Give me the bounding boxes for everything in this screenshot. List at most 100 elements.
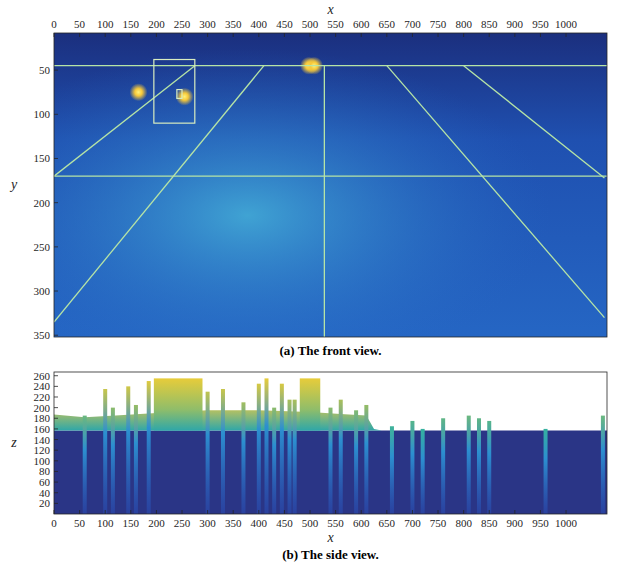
x-tick xyxy=(438,510,439,514)
x-tick-label: 450 xyxy=(276,517,293,529)
spike xyxy=(421,429,425,514)
y-tick xyxy=(54,471,58,472)
x-tick xyxy=(182,510,183,514)
spike xyxy=(487,421,491,514)
x-tick xyxy=(233,33,234,37)
x-tick-label: 1000 xyxy=(555,18,578,30)
y-tick-label: 160 xyxy=(34,423,51,435)
box xyxy=(177,90,182,99)
spike xyxy=(280,384,284,514)
x-tick xyxy=(284,33,285,37)
road-glow xyxy=(54,33,607,337)
spike xyxy=(134,405,138,514)
y-tick xyxy=(54,450,58,451)
overlay-line xyxy=(54,66,195,176)
x-tick-label: 250 xyxy=(174,517,191,529)
x-tick xyxy=(79,33,80,37)
x-tick-label: 750 xyxy=(430,18,447,30)
x-tick-label: 950 xyxy=(532,517,549,529)
y-tick-label: 40 xyxy=(39,487,51,499)
caption: (a) The front view. xyxy=(279,343,381,358)
light xyxy=(129,83,147,101)
spike xyxy=(364,405,368,514)
x-tick xyxy=(412,33,413,37)
y-tick-label: 50 xyxy=(39,64,51,76)
y-tick-label: 140 xyxy=(34,434,51,446)
y-tick-label: 250 xyxy=(34,241,51,253)
x-tick-label: 200 xyxy=(148,517,165,529)
x-tick xyxy=(540,33,541,37)
x-tick xyxy=(207,33,208,37)
y-tick xyxy=(54,428,58,429)
y-tick-label: 60 xyxy=(39,476,51,488)
x-tick xyxy=(54,33,55,37)
x-tick xyxy=(438,33,439,37)
y-tick-label: 100 xyxy=(34,108,51,120)
spike xyxy=(477,418,481,514)
x-tick xyxy=(386,510,387,514)
x-tick-label: 50 xyxy=(74,18,86,30)
y-tick xyxy=(54,246,58,247)
y-tick xyxy=(54,335,58,336)
x-tick xyxy=(258,510,259,514)
plot-area xyxy=(54,378,607,514)
x-tick xyxy=(489,510,490,514)
x-tick xyxy=(310,510,311,514)
x-tick xyxy=(566,510,567,514)
x-tick-label: 600 xyxy=(353,517,370,529)
overlay-line xyxy=(464,66,605,178)
y-axis-title: y xyxy=(9,177,18,192)
x-tick-label: 250 xyxy=(174,18,191,30)
x-tick xyxy=(233,510,234,514)
x-tick-label: 500 xyxy=(302,18,319,30)
block xyxy=(154,378,203,430)
x-tick xyxy=(54,510,55,514)
background xyxy=(54,33,607,337)
x-tick-label: 350 xyxy=(225,517,242,529)
spike xyxy=(257,384,261,514)
spike xyxy=(147,381,151,514)
x-tick-label: 650 xyxy=(379,517,396,529)
y-tick xyxy=(54,407,58,408)
spike xyxy=(410,421,414,514)
x-tick-label: 850 xyxy=(481,18,498,30)
x-tick xyxy=(514,510,515,514)
x-tick-label: 900 xyxy=(507,18,524,30)
plot-area xyxy=(54,33,607,337)
y-tick-label: 260 xyxy=(34,370,51,382)
y-tick-label: 80 xyxy=(39,465,51,477)
spike xyxy=(272,408,276,514)
spike xyxy=(206,392,210,514)
x-axis-title: x xyxy=(326,530,334,545)
y-tick xyxy=(54,202,58,203)
spike xyxy=(221,389,225,514)
y-tick xyxy=(54,70,58,71)
spike xyxy=(264,378,268,514)
x-tick xyxy=(361,510,362,514)
y-tick xyxy=(54,396,58,397)
spike xyxy=(354,410,358,514)
y-tick-label: 100 xyxy=(34,455,51,467)
spike xyxy=(293,400,297,514)
y-tick xyxy=(54,460,58,461)
spike xyxy=(544,429,548,514)
spike xyxy=(103,389,107,514)
x-tick-label: 550 xyxy=(327,517,344,529)
x-tick-label: 100 xyxy=(97,18,114,30)
overlay-line xyxy=(54,176,607,177)
spike xyxy=(288,400,292,514)
spike xyxy=(601,416,605,514)
x-tick xyxy=(156,510,157,514)
y-tick xyxy=(54,158,58,159)
x-tick xyxy=(540,510,541,514)
y-tick-label: 20 xyxy=(39,497,51,509)
x-tick-label: 900 xyxy=(507,517,524,529)
x-tick xyxy=(105,33,106,37)
spike xyxy=(329,408,333,514)
x-tick-label: 50 xyxy=(74,517,86,529)
overlay-line xyxy=(324,66,325,337)
x-tick xyxy=(361,33,362,37)
y-tick-label: 240 xyxy=(34,380,51,392)
x-tick xyxy=(130,33,131,37)
x-tick xyxy=(566,33,567,37)
